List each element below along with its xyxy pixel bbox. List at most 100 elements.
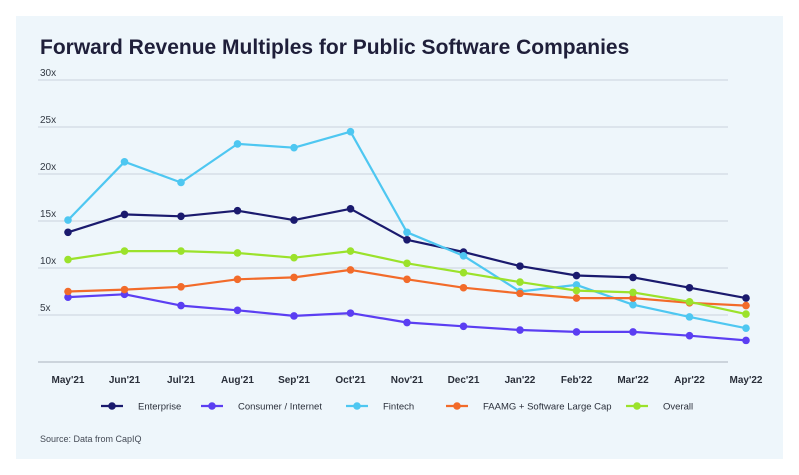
data-point <box>403 275 411 284</box>
data-point <box>64 293 72 301</box>
data-point <box>742 336 750 345</box>
legend-label: Overall <box>663 402 693 413</box>
data-point <box>629 273 637 282</box>
legend-swatch-dot <box>353 402 361 410</box>
data-point <box>629 328 637 336</box>
legend-item: Enterprise <box>101 402 181 413</box>
data-point <box>177 212 185 221</box>
x-tick-label: May'22 <box>730 375 763 386</box>
data-point <box>742 310 750 318</box>
x-tick-label: Apr'22 <box>674 375 705 386</box>
data-point <box>233 206 242 215</box>
series-consumer-internet <box>64 290 750 345</box>
series-line <box>67 268 747 307</box>
data-point <box>459 268 468 277</box>
data-point <box>572 281 581 289</box>
series-fintech <box>64 127 750 332</box>
data-point <box>346 247 355 255</box>
data-point <box>685 283 694 292</box>
data-point <box>233 306 242 315</box>
data-point <box>177 283 185 291</box>
data-point <box>177 247 185 255</box>
line-chart: 30x 25x 20x 15x 10x 5x May'21 Jun'21 Jul'21 Aug'2… <box>38 68 763 413</box>
data-point <box>346 127 355 136</box>
data-point <box>403 318 411 327</box>
series-line <box>67 207 747 300</box>
data-point <box>685 313 694 321</box>
data-point <box>290 216 298 224</box>
y-tick-label: 15x <box>40 209 56 220</box>
x-tick-label: Jun'21 <box>109 375 141 386</box>
legend-label: FAAMG + Software Large Cap <box>483 402 612 413</box>
source-note: Source: Data from CapIQ <box>40 434 142 444</box>
x-tick-label: Oct'21 <box>335 375 366 386</box>
legend-swatch-dot <box>208 402 216 410</box>
x-tick-label: Sep'21 <box>278 375 310 386</box>
data-point <box>290 253 298 262</box>
legend-label: Enterprise <box>138 402 181 413</box>
data-point <box>120 247 129 255</box>
data-point <box>516 262 524 270</box>
data-point <box>233 249 242 257</box>
x-tick-label: Aug'21 <box>221 375 254 386</box>
x-tick-label: Nov'21 <box>391 375 424 386</box>
data-point <box>572 271 581 280</box>
x-tick-label: Jan'22 <box>505 375 536 386</box>
data-point <box>516 289 524 298</box>
data-point <box>120 157 129 166</box>
chart-card: Forward Revenue Multiples for Public Sof… <box>16 16 783 459</box>
data-point <box>290 273 298 282</box>
data-point <box>403 259 411 268</box>
y-tick-label: 25x <box>40 115 56 126</box>
x-tick-label: Feb'22 <box>561 375 593 386</box>
legend-label: Fintech <box>383 402 414 413</box>
data-point <box>572 286 581 295</box>
data-point <box>120 285 129 294</box>
data-point <box>459 251 468 260</box>
y-tick-label: 30x <box>40 68 56 79</box>
data-point <box>572 294 581 302</box>
data-point <box>346 204 355 213</box>
data-point <box>177 301 185 310</box>
data-point <box>64 228 72 237</box>
data-point <box>459 322 468 331</box>
data-point <box>685 298 694 306</box>
data-point <box>290 143 298 152</box>
x-tick-label: May'21 <box>52 375 85 386</box>
legend-swatch-dot <box>633 402 641 410</box>
chart-title: Forward Revenue Multiples for Public Sof… <box>40 36 630 59</box>
data-point <box>403 236 411 244</box>
series-overall <box>64 247 750 318</box>
legend-swatch-dot <box>453 402 461 410</box>
legend-item: Consumer / Internet <box>201 402 322 413</box>
x-tick-label: Dec'21 <box>448 375 480 386</box>
data-point <box>742 301 750 310</box>
y-tick-label: 5x <box>40 303 51 314</box>
data-point <box>290 312 298 320</box>
data-point <box>629 300 637 309</box>
x-tick-label: Jul'21 <box>167 375 195 386</box>
data-point <box>120 210 129 219</box>
data-point <box>64 255 72 264</box>
legend-label: Consumer / Internet <box>238 402 322 413</box>
data-point <box>572 328 581 336</box>
data-point <box>742 324 750 332</box>
x-tick-label: Mar'22 <box>617 375 649 386</box>
data-point <box>233 275 242 284</box>
y-tick-label: 10x <box>40 256 56 267</box>
legend-item: Overall <box>626 402 693 413</box>
data-point <box>403 228 411 237</box>
data-point <box>742 294 750 302</box>
series-line <box>67 293 747 342</box>
data-point <box>459 283 468 292</box>
data-point <box>346 266 355 274</box>
data-point <box>177 178 185 187</box>
y-tick-label: 20x <box>40 162 56 173</box>
data-point <box>629 288 637 297</box>
data-point <box>516 278 524 286</box>
data-point <box>64 287 72 296</box>
series-faamg-software-large-cap <box>64 266 750 310</box>
data-point <box>64 216 72 224</box>
data-point <box>685 331 694 340</box>
legend-swatch-dot <box>108 402 116 410</box>
